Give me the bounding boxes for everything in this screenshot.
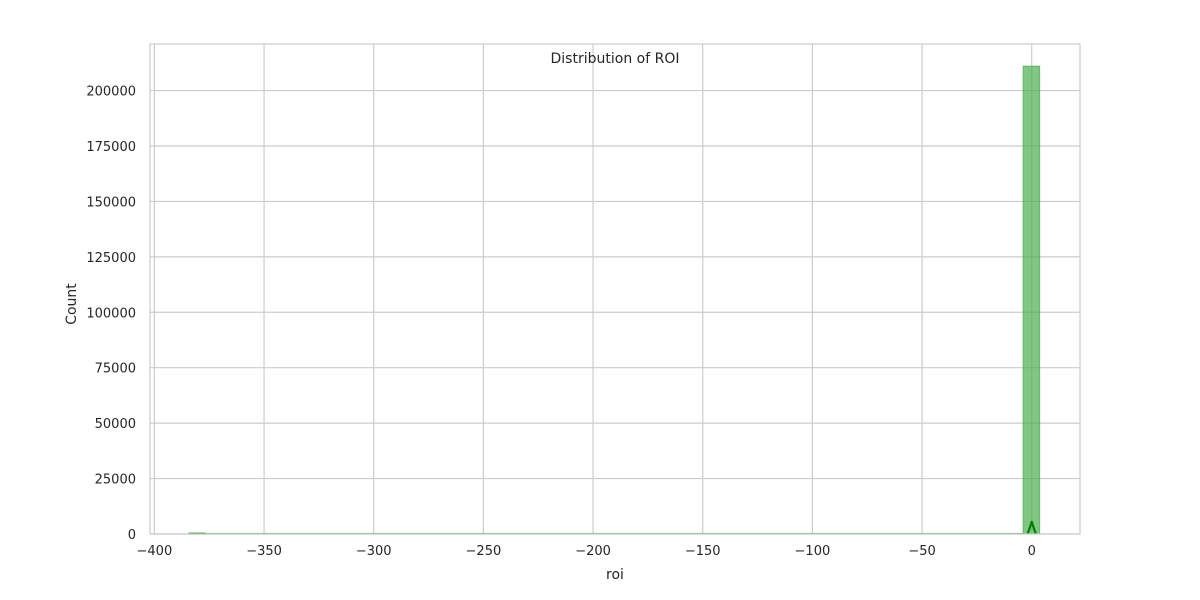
- x-tick-label: −100: [795, 544, 831, 559]
- x-tick-label: −50: [908, 544, 935, 559]
- y-tick-label: 0: [128, 528, 136, 543]
- kde-peak: [1026, 520, 1037, 534]
- x-axis-label: roi: [606, 567, 624, 583]
- chart-title: Distribution of ROI: [551, 51, 680, 67]
- x-tick-label: −300: [356, 544, 392, 559]
- x-tick-label: −150: [685, 544, 721, 559]
- y-tick-label: 75000: [95, 362, 136, 377]
- x-tick-label: −200: [575, 544, 611, 559]
- plot-frame: [149, 43, 1081, 535]
- x-tick-label: 0: [1028, 544, 1036, 559]
- x-axis-ticks: −400 −350 −300 −250 −200 −150 −100 −50 0: [137, 544, 1036, 559]
- y-axis-label: Count: [64, 283, 80, 325]
- y-tick-label: 25000: [95, 473, 136, 488]
- histogram-bar: [1022, 65, 1041, 535]
- y-tick-label: 125000: [86, 251, 136, 266]
- y-axis-ticks: 0 25000 50000 75000 100000 125000 150000 175000…: [86, 85, 136, 543]
- y-tick-label: 50000: [95, 417, 136, 432]
- y-tick-label: 200000: [86, 85, 136, 100]
- y-tick-label: 100000: [86, 306, 136, 321]
- y-tick-label: 175000: [86, 140, 136, 155]
- plot-area-background: [150, 44, 1080, 534]
- x-tick-label: −250: [466, 544, 502, 559]
- x-tick-label: −350: [246, 544, 282, 559]
- y-tick-label: 150000: [86, 195, 136, 210]
- x-tick-label: −400: [137, 544, 173, 559]
